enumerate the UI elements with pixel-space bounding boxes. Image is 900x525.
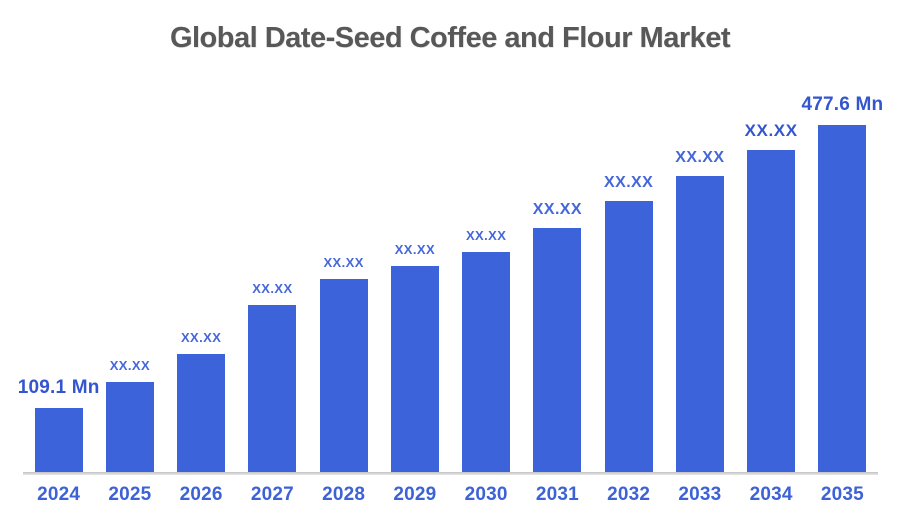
- x-axis-label-2028: 2028: [322, 484, 366, 505]
- value-label-2027: XX.XX: [252, 280, 293, 296]
- x-axis-label-2027: 2027: [250, 484, 294, 505]
- bar-2029: [390, 266, 439, 472]
- bar-2034: [747, 150, 796, 472]
- x-axis-label-2034: 2034: [749, 484, 793, 505]
- bar-group-2032: XX.XX: [593, 174, 664, 472]
- value-label-2032: XX.XX: [604, 174, 654, 192]
- value-label-2034: XX.XX: [744, 121, 798, 141]
- x-axis-label-2024: 2024: [37, 484, 81, 505]
- bar-group-2035: 477.6 Mn: [801, 94, 883, 472]
- bar-group-2024: 109.1 Mn: [18, 377, 99, 472]
- bar-2024: [34, 408, 83, 472]
- bar-group-2029: XX.XX: [379, 241, 450, 472]
- bar-group-2031: XX.XX: [522, 201, 593, 472]
- bar-2027: [248, 305, 297, 472]
- bar-2033: [675, 176, 724, 472]
- plot-area: 109.1 Mn XX.XX XX.XX XX.XX XX.XX XX.XX XX.XX XX…: [18, 0, 883, 525]
- x-axis-line: [23, 472, 878, 475]
- bar-2032: [604, 201, 653, 472]
- x-axis-label-2025: 2025: [108, 484, 152, 505]
- bar-2026: [177, 354, 226, 472]
- x-axis-label-2026: 2026: [179, 484, 223, 505]
- value-label-2029: XX.XX: [394, 241, 436, 257]
- value-label-2025: XX.XX: [109, 357, 151, 373]
- x-axis-label-2033: 2033: [678, 484, 722, 505]
- bar-group-2034: XX.XX: [736, 122, 807, 472]
- value-label-2031: XX.XX: [532, 201, 582, 219]
- bar-2025: [105, 382, 154, 472]
- value-label-2033: XX.XX: [675, 149, 725, 167]
- x-axis-label-2030: 2030: [464, 484, 508, 505]
- chart-title: Global Date-Seed Coffee and Flour Market: [169, 22, 731, 54]
- bar-2035: [818, 125, 867, 472]
- value-label-2026: XX.XX: [180, 329, 222, 345]
- bar-group-2026: XX.XX: [166, 329, 237, 472]
- value-label-2035: 477.6 Mn: [801, 94, 884, 116]
- x-axis-label-2029: 2029: [393, 484, 437, 505]
- value-label-2028: XX.XX: [323, 254, 364, 270]
- bars-container: 109.1 Mn XX.XX XX.XX XX.XX XX.XX XX.XX XX.XX XX…: [18, 0, 883, 472]
- bar-2028: [319, 279, 368, 472]
- x-axis-labels: 2024 2025 2026 2027 2028 2029 2030 2031 2032 2033…: [23, 484, 878, 506]
- bar-group-2033: XX.XX: [664, 149, 735, 472]
- bar-group-2030: XX.XX: [451, 227, 522, 472]
- bar-2030: [462, 252, 511, 472]
- bar-2031: [533, 228, 582, 472]
- value-label-2030: XX.XX: [465, 227, 507, 243]
- bar-group-2027: XX.XX: [237, 280, 308, 472]
- bar-group-2025: XX.XX: [94, 357, 165, 472]
- x-axis-label-2031: 2031: [535, 484, 579, 505]
- x-axis-label-2032: 2032: [607, 484, 651, 505]
- bar-group-2028: XX.XX: [308, 254, 379, 472]
- value-label-2024: 109.1 Mn: [17, 377, 100, 399]
- x-axis-label-2035: 2035: [820, 484, 864, 505]
